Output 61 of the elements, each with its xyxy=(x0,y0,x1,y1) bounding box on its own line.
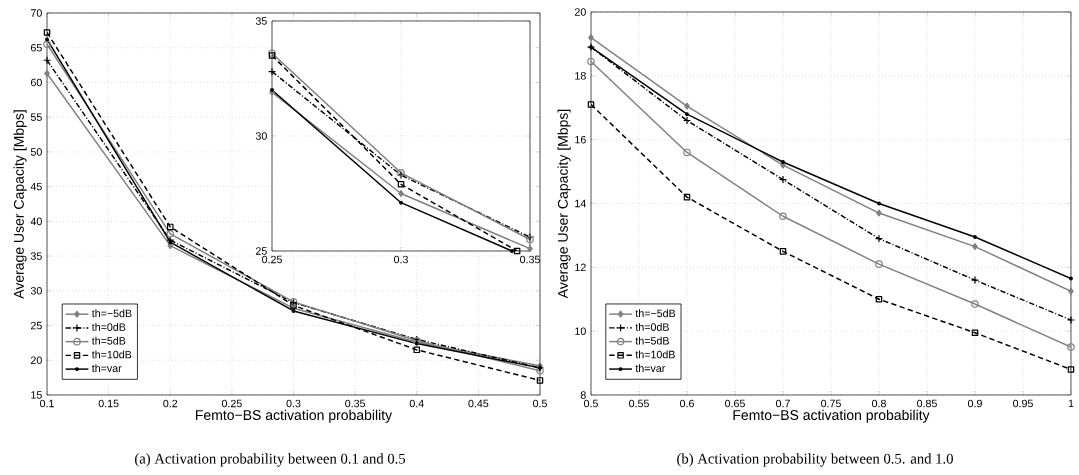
x-tick-label: 0.35 xyxy=(345,399,366,408)
y-tick-label: 35 xyxy=(255,17,267,25)
x-tick-label: 0.9 xyxy=(967,399,982,408)
x-tick-label: 0.6 xyxy=(680,399,694,408)
x-tick-label: 0.25 xyxy=(262,255,282,264)
x-tick-label: 0.4 xyxy=(409,399,424,408)
x-tick-label: 0.5 xyxy=(533,399,547,408)
y-tick-label: 45 xyxy=(30,182,42,191)
y-tick-label: 55 xyxy=(30,113,42,121)
legend-label: th=−5dB xyxy=(635,309,676,318)
legend-label: th=0dB xyxy=(635,323,669,331)
y-axis-title: Average User Capacity [Mbps] xyxy=(13,110,27,299)
x-tick-label: 0.3 xyxy=(286,399,301,408)
y-tick-label: 14 xyxy=(575,199,586,208)
y-tick-label: 30 xyxy=(255,132,267,140)
text: (a) Activation probability between 0.1 and 0.5 xyxy=(135,453,406,467)
y-tick-label: 15 xyxy=(31,391,42,399)
y-tick-label: 25 xyxy=(255,247,267,255)
x-tick-label: 0.8 xyxy=(872,399,886,408)
y-tick-label: 18 xyxy=(575,72,586,80)
x-tick-label: 0.3 xyxy=(394,255,408,264)
y-tick-label: 16 xyxy=(575,135,586,144)
x-tick-label: 1 xyxy=(1068,399,1074,408)
x-tick-label: 0.7 xyxy=(776,399,790,408)
legend-label: th=0dB xyxy=(91,323,126,331)
legend-label: th=10dB xyxy=(635,350,675,359)
legend-label: th=5dB xyxy=(91,336,126,345)
x-axis-title: Femto−BS activation probability xyxy=(733,409,930,423)
x-tick-label: 0.25 xyxy=(221,399,242,408)
y-tick-label: 35 xyxy=(30,252,42,260)
y-tick-label: 50 xyxy=(30,148,42,156)
x-tick-label: 0.75 xyxy=(821,399,841,408)
x-tick-label: 0.95 xyxy=(1013,399,1033,408)
y-tick-label: 30 xyxy=(30,287,42,295)
y-tick-label: 70 xyxy=(30,9,42,17)
y-tick-label: 40 xyxy=(30,217,42,226)
legend-label: th=−5dB xyxy=(91,309,132,318)
x-tick-label: 0.1 xyxy=(40,399,54,408)
y-tick-label: 12 xyxy=(575,263,586,272)
legend-label: th=var xyxy=(635,364,666,373)
legend-label: th=5dB xyxy=(635,336,669,345)
y-tick-label: 20 xyxy=(30,356,42,365)
y-tick-label: 10 xyxy=(575,327,586,335)
y-tick-label: 8 xyxy=(580,391,586,399)
x-tick-label: 0.65 xyxy=(725,399,745,408)
x-tick-label: 0.85 xyxy=(917,399,937,408)
x-tick-label: 0.2 xyxy=(163,399,178,408)
y-tick-label: 60 xyxy=(30,78,42,87)
legend-label: th=var xyxy=(91,364,122,373)
x-tick-label: 0.55 xyxy=(629,399,649,408)
x-tick-label: 0.35 xyxy=(520,255,540,264)
x-axis-title: Femto−BS activation probability xyxy=(196,409,393,423)
y-tick-label: 65 xyxy=(30,43,42,52)
y-axis-title: Average User Capacity [Mbps] xyxy=(557,109,571,299)
y-tick-label: 20 xyxy=(574,8,586,16)
legend-label: th=10dB xyxy=(91,350,132,359)
x-tick-label: 0.45 xyxy=(468,399,489,408)
text: (b) Activation probability between 0.5. and 1.0 xyxy=(677,453,953,467)
x-tick-label: 0.15 xyxy=(98,399,119,408)
y-tick-label: 25 xyxy=(30,321,42,330)
x-tick-label: 0.5 xyxy=(584,399,598,408)
